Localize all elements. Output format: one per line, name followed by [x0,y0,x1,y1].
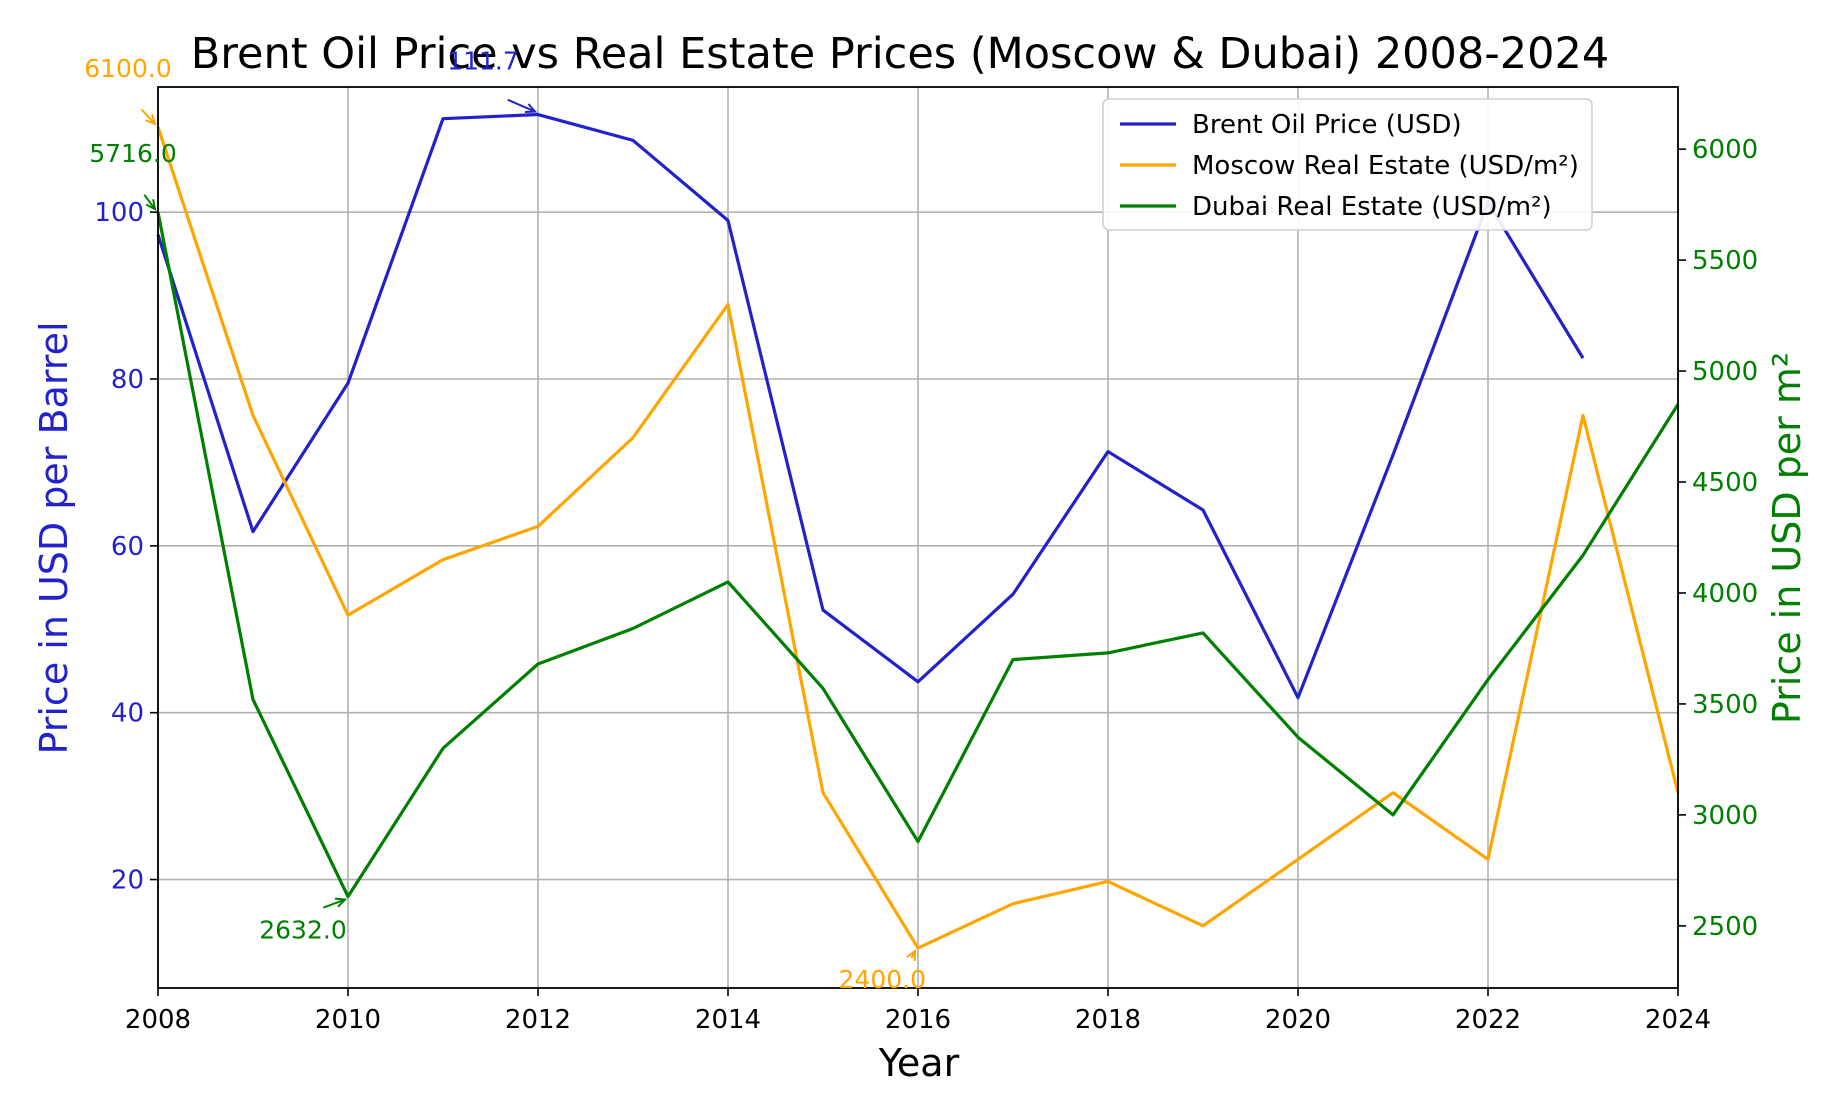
y-left-tick-label: 100 [94,198,144,228]
y-right-tick-label: 3500 [1692,690,1758,720]
y-left-tick-label: 80 [111,365,144,395]
legend-label-2: Dubai Real Estate (USD/m²) [1192,192,1552,222]
y-right-tick-label: 5500 [1692,246,1758,276]
x-tick-label: 2010 [315,1005,381,1035]
x-tick-label: 2024 [1645,1005,1711,1035]
series-line-2 [156,211,1680,899]
x-tick-label: 2020 [1265,1005,1331,1035]
y-right-tick-label: 4500 [1692,468,1758,498]
annotation-arrow [143,194,156,210]
chart-title: Brent Oil Price vs Real Estate Prices (M… [191,29,1609,79]
annotation-arrow [140,108,156,125]
series-lines [156,112,1680,950]
annotation-arrowhead [524,103,538,113]
series-line-0 [156,112,1585,700]
x-axis-label: Year [878,1041,960,1085]
y-right-tick-label: 6000 [1692,135,1758,165]
annotation-arrowhead [145,199,157,212]
legend-label-1: Moscow Real Estate (USD/m²) [1192,151,1579,181]
annotation-arrowhead [334,897,348,908]
annotation-label: 2400.0 [839,965,926,994]
annotation-arrow [322,898,346,909]
y-axis-label-right: Price in USD per m² [1765,352,1809,724]
y-left-tick-label: 60 [111,532,144,562]
annotation-arrowhead [906,949,917,962]
y-right-tick-label: 5000 [1692,357,1758,387]
x-tick-label: 2018 [1075,1005,1141,1035]
annotation-label: 5716.0 [89,139,176,168]
legend-box [1102,98,1593,231]
legend: Brent Oil Price (USD) Moscow Real Estate … [1102,98,1593,231]
y-left-tick-label: 40 [111,699,144,729]
y-right-tick-label: 4000 [1692,579,1758,609]
annotation-arrowhead [145,114,157,126]
x-tick-label: 2008 [125,1005,191,1035]
y-left-tick-label: 20 [111,866,144,896]
x-tick-label: 2012 [505,1005,571,1035]
x-tick-label: 2022 [1455,1005,1521,1035]
annotation-label: 6100.0 [84,54,171,83]
annotations: 111.7 6100.0 2400.0 5716.0 2632.0 [84,47,926,995]
series-line-1 [156,126,1680,950]
tick-labels: 2008 2010 2012 2014 2016 2018 2020 2022 2024 20 40… [94,135,1758,1035]
axes [150,86,1686,996]
x-tick-label: 2014 [695,1005,761,1035]
y-right-tick-label: 2500 [1692,912,1758,942]
plot-frame [157,86,1679,989]
legend-label-0: Brent Oil Price (USD) [1192,110,1462,140]
annotation-arrow [507,98,536,113]
annotation-label: 111.7 [447,47,519,76]
x-tick-label: 2016 [885,1005,951,1035]
y-axis-label-left: Price in USD per Barrel [32,321,76,754]
annotation-label: 2632.0 [259,916,346,945]
y-right-tick-label: 3000 [1692,801,1758,831]
